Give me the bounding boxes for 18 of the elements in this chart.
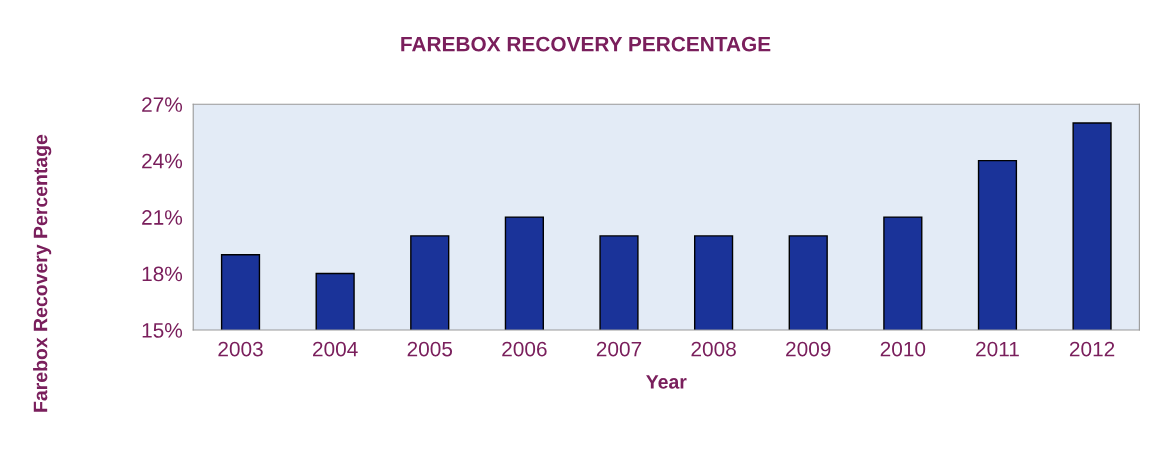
x-tick-label: 2007 xyxy=(596,341,642,357)
x-tick-label: 2009 xyxy=(786,341,831,357)
y-axis-title: Farebox Recovery Percentage xyxy=(33,134,52,412)
chart-title: FAREBOX RECOVERY PERCENTAGE xyxy=(401,36,771,52)
x-tick-label: 2004 xyxy=(313,341,358,357)
y-tick-label: 15% xyxy=(142,323,183,338)
x-tick-label: 2006 xyxy=(502,341,547,357)
x-tick-label: 2011 xyxy=(976,341,1019,357)
y-tick-label: 21% xyxy=(142,210,183,225)
x-axis-title: Year xyxy=(646,375,687,389)
y-tick-label: 27% xyxy=(142,97,183,112)
x-tick-label: 2008 xyxy=(691,341,736,357)
x-tick-label: 2010 xyxy=(880,341,926,357)
x-tick-label: 2012 xyxy=(1069,341,1115,357)
y-tick-label: 18% xyxy=(142,266,183,282)
x-tick-label: 2003 xyxy=(218,341,263,357)
x-tick-label: 2005 xyxy=(407,341,453,357)
y-tick-label: 24% xyxy=(142,153,183,169)
